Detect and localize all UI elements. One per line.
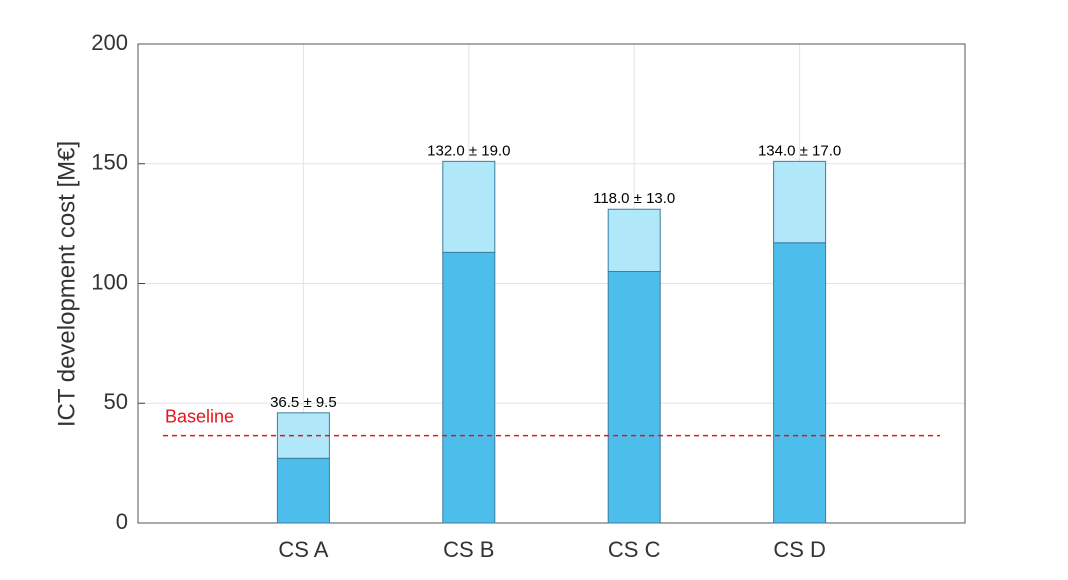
value-label: 36.5 ± 9.5: [270, 394, 337, 411]
y-tick-label: 150: [91, 150, 128, 175]
bar-upper: [607, 208, 661, 273]
value-label: 118.0 ± 13.0: [593, 190, 675, 207]
baseline-label: Baseline: [165, 406, 234, 426]
x-tick-label: CS B: [443, 537, 494, 562]
x-tick-label: CS D: [773, 537, 826, 562]
x-tick-label: CS A: [278, 537, 328, 562]
value-label: 132.0 ± 19.0: [427, 142, 510, 159]
bar-lower: [276, 457, 330, 524]
bar-upper: [773, 160, 827, 244]
bar-lower: [607, 271, 661, 524]
y-tick-label: 100: [91, 269, 128, 294]
plot-frame: [137, 43, 966, 524]
y-tick-label: 0: [116, 509, 128, 534]
y-tick-label: 200: [91, 30, 128, 55]
y-tick-label: 50: [104, 389, 128, 414]
bar-upper: [276, 412, 330, 459]
x-tick-label: CS C: [608, 537, 661, 562]
value-label: 134.0 ± 17.0: [758, 142, 841, 159]
bar-lower: [773, 242, 827, 524]
y-axis-label: ICT development cost [M€]: [53, 141, 80, 427]
bar-upper: [442, 160, 496, 253]
bar-lower: [442, 251, 496, 524]
